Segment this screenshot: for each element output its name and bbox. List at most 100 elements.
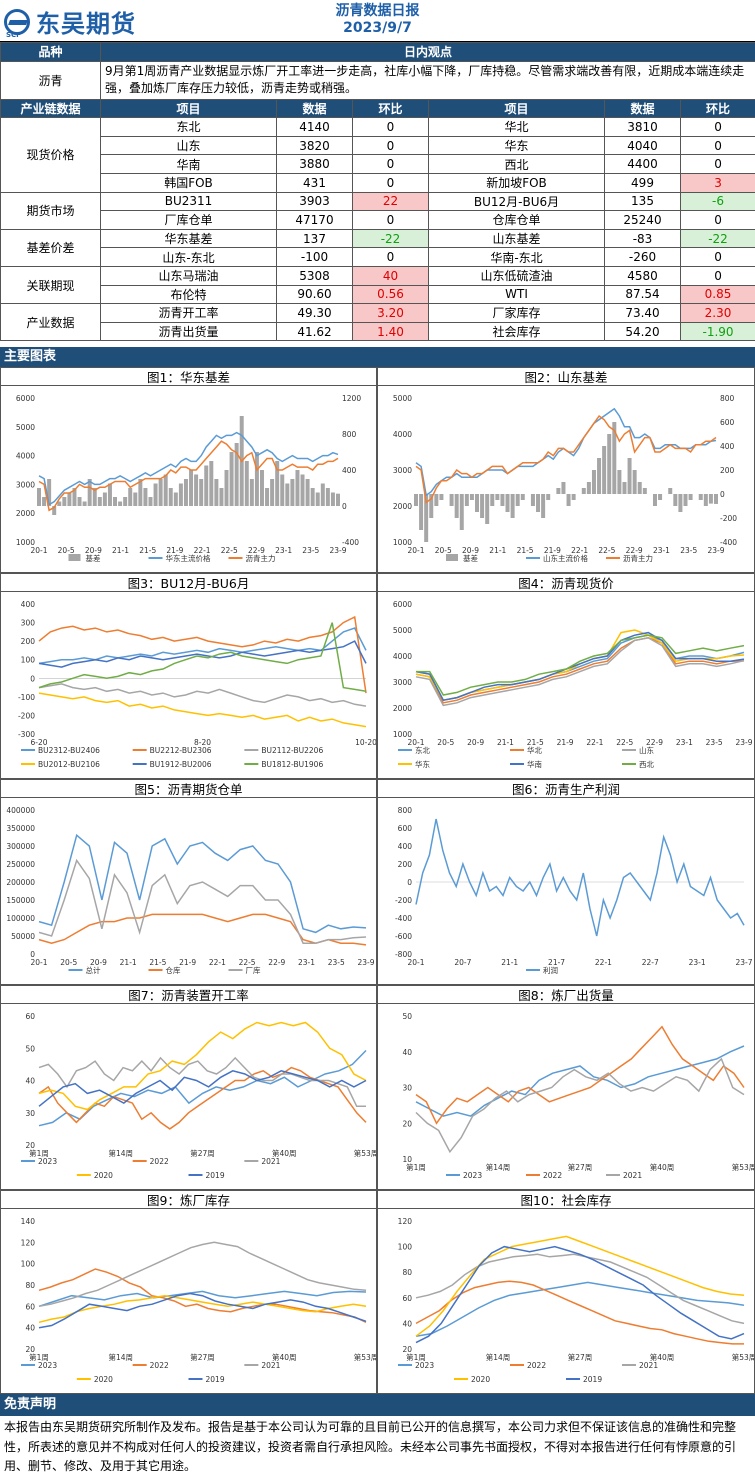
legend-label: 东北 xyxy=(415,745,430,755)
bar-mark xyxy=(163,474,168,506)
bar-mark xyxy=(336,493,340,506)
legend-label: 2023 xyxy=(415,1361,434,1370)
y-tick-label: 600 xyxy=(398,824,413,833)
series-line xyxy=(415,818,745,937)
x-tick-label: 20-9 xyxy=(467,738,484,747)
x-tick-label: 22-1 xyxy=(209,958,226,967)
bar-mark xyxy=(505,494,510,512)
cell-change: 0 xyxy=(352,154,429,174)
x-tick-label: 22-1 xyxy=(194,546,211,555)
y-tick-label: 5000 xyxy=(393,394,412,403)
legend-label: 2021 xyxy=(623,1171,642,1180)
series-line xyxy=(38,622,367,693)
company-name: 东吴期货 xyxy=(36,10,136,38)
item-header-right: 项目 xyxy=(428,98,605,119)
series-line xyxy=(415,1281,745,1337)
table-row: 山东-东北 -100 0 华南-东北 -260 0 xyxy=(1,247,755,267)
bar-mark xyxy=(561,482,566,494)
cell-change: -6 xyxy=(679,191,755,212)
y2-tick-label: 0 xyxy=(720,490,725,499)
x-tick-label: 第40周 xyxy=(272,1148,297,1158)
y-tick-label: 6000 xyxy=(16,394,35,403)
legend-label: 2020 xyxy=(94,1375,113,1384)
series-line xyxy=(38,858,367,944)
bar-mark xyxy=(627,458,632,494)
cell-change: 22 xyxy=(352,191,429,212)
bar-mark xyxy=(42,497,47,506)
legend-label: BU1912-BU2006 xyxy=(150,760,212,769)
cell-item: 西北 xyxy=(428,154,605,174)
y-tick-label: 120 xyxy=(398,1217,413,1226)
legend-label: 总计 xyxy=(86,965,101,975)
y-tick-label: 80 xyxy=(402,1268,412,1277)
bar-mark xyxy=(632,470,637,494)
bar-mark xyxy=(469,494,474,500)
chart-svg: 60005000400030002000100012008004000-4002… xyxy=(16,394,361,563)
legend-label: 沥青主力 xyxy=(246,553,276,563)
bar-mark xyxy=(414,494,418,506)
x-tick-label: 第1周 xyxy=(29,1148,49,1158)
cell-data: 4040 xyxy=(604,135,681,156)
bar-mark xyxy=(510,494,515,518)
cell-data: 4400 xyxy=(604,154,681,174)
bar-mark xyxy=(77,497,82,506)
chart-panel: 图4：沥青现货价 6000 5000 4000 3000 2000 1000 20-1 20-5… xyxy=(377,573,755,779)
x-tick-label: 6-20 xyxy=(30,738,47,747)
y2-tick-label: 0 xyxy=(342,502,347,511)
series-line xyxy=(415,1235,745,1337)
bar-mark xyxy=(118,501,123,506)
x-tick-label: 第14周 xyxy=(108,1352,133,1362)
legend-label: 2022 xyxy=(150,1361,169,1370)
y-tick-label: 4000 xyxy=(393,430,412,439)
cell-item: 厂库仓单 xyxy=(100,210,277,230)
bar-mark xyxy=(658,494,663,500)
y-tick-label: 40 xyxy=(402,1048,412,1057)
x-tick-label: 20-1 xyxy=(30,958,47,967)
bar-mark xyxy=(244,461,249,506)
cell-change: 0 xyxy=(352,135,429,156)
table-row: 布伦特 90.60 0.56 WTI 87.54 0.85 xyxy=(1,284,755,305)
cell-change: 0 xyxy=(679,117,755,137)
company-logo: 东吴期货 xyxy=(4,4,136,39)
legend-label: BU2212-BU2306 xyxy=(150,746,212,755)
bar-mark xyxy=(546,494,551,500)
y-tick-label: 10 xyxy=(402,1155,412,1164)
y-tick-label: 40 xyxy=(402,1319,412,1328)
y-tick-label: 50 xyxy=(25,1044,35,1053)
group-name: 现货价格 xyxy=(0,117,101,193)
series-line xyxy=(38,440,339,512)
series-line xyxy=(415,637,745,704)
x-tick-label: 22-9 xyxy=(248,546,265,555)
bar-mark xyxy=(439,494,444,500)
y-tick-label: 120 xyxy=(21,1238,36,1247)
bar-mark xyxy=(607,434,612,494)
legend-label: 2022 xyxy=(543,1171,562,1180)
cell-item: 沥青开工率 xyxy=(100,303,277,323)
data-header-right: 数据 xyxy=(604,98,681,119)
series-line xyxy=(38,627,367,665)
report-header: 东吴期货 SCF 沥青数据日报 2023/9/7 xyxy=(0,0,755,42)
series-line xyxy=(415,1245,745,1344)
x-tick-label: 22-5 xyxy=(239,958,256,967)
cell-change: 0 xyxy=(679,154,755,174)
x-tick-label: 20-7 xyxy=(454,958,471,967)
legend-label: 山东 xyxy=(639,745,654,755)
y-tick-label: 100 xyxy=(21,656,36,665)
bar-mark xyxy=(82,501,87,506)
bar-mark xyxy=(459,494,464,530)
bar-mark xyxy=(113,497,118,506)
legend-label: 2019 xyxy=(206,1375,225,1384)
bar-mark xyxy=(622,482,627,494)
bar-mark xyxy=(290,479,295,506)
y-tick-label: -400 xyxy=(395,914,412,923)
bar-mark xyxy=(133,492,138,506)
y-tick-label: 20 xyxy=(402,1119,412,1128)
chart-title: 图1：华东基差 xyxy=(1,369,376,386)
table-row: 厂库仓单 47170 0 仓库仓单 25240 0 xyxy=(1,210,755,230)
bar-mark xyxy=(153,483,158,506)
y-tick-label: 0 xyxy=(30,950,35,959)
y-tick-label: 5000 xyxy=(393,626,412,635)
bar-mark xyxy=(234,443,239,506)
y-tick-label: 200 xyxy=(21,637,36,646)
